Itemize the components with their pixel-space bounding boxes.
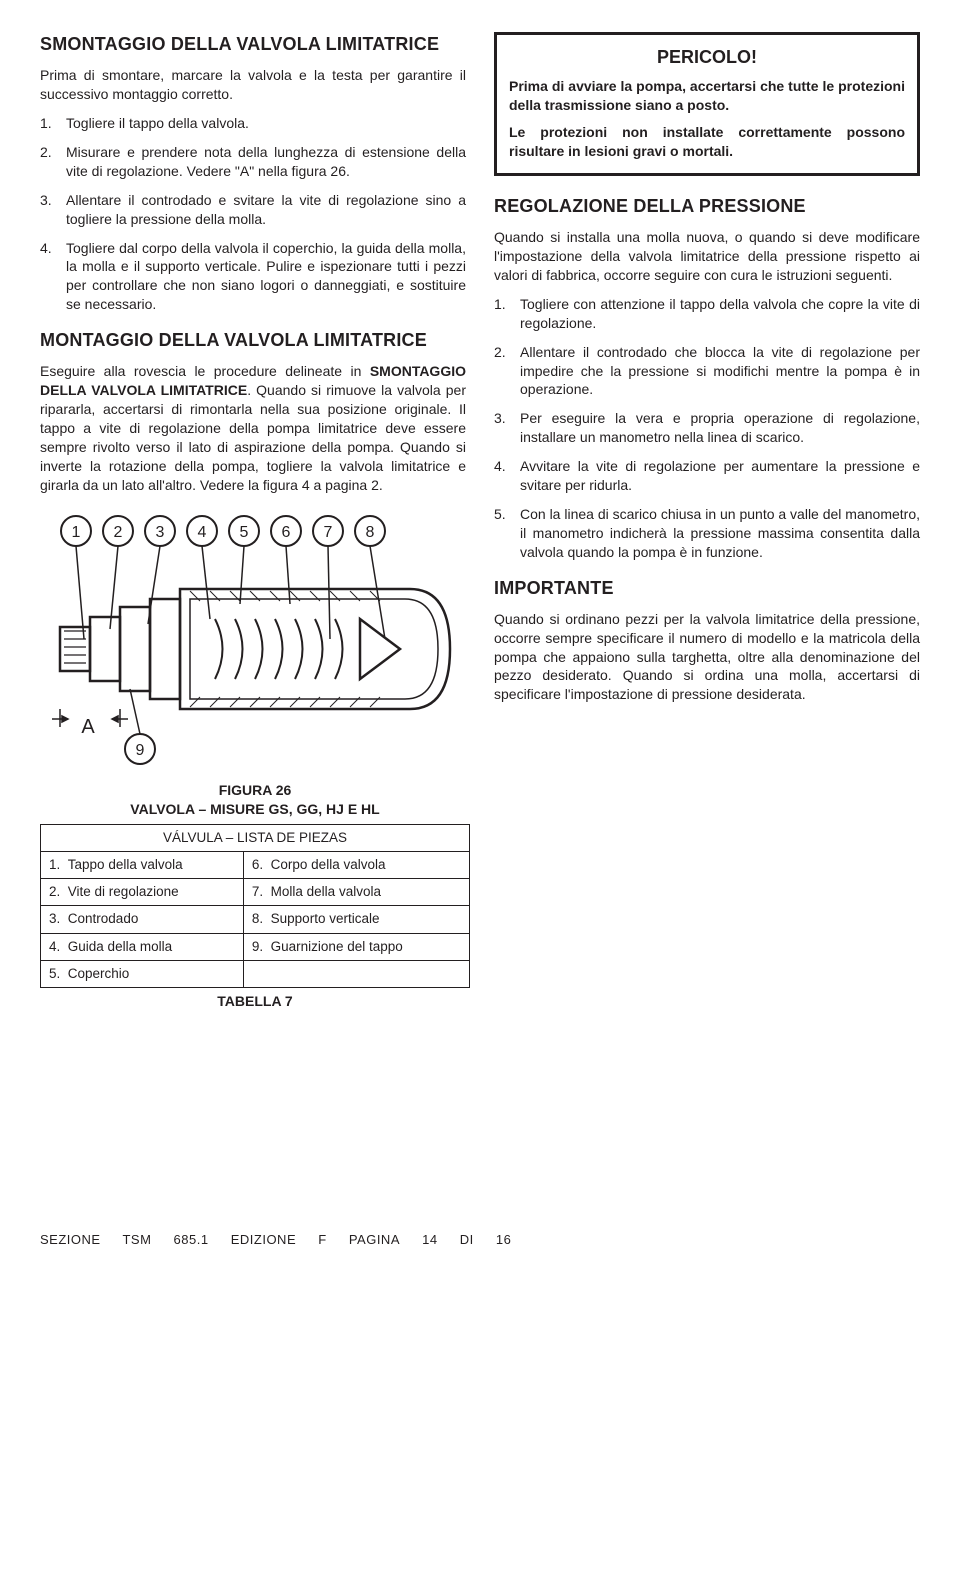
cell-text: Tappo della valvola	[68, 857, 183, 872]
table-row: 3. Controdado 8. Supporto verticale	[41, 906, 470, 933]
footer-label: EDIZIONE	[231, 1232, 296, 1247]
cell-text: Supporto verticale	[271, 911, 380, 926]
warning-text: Le protezioni non installate correttamen…	[509, 123, 905, 161]
diagram-label: 7	[324, 524, 333, 541]
heading-importante: IMPORTANTE	[494, 576, 920, 600]
footer-value: 685.1	[174, 1232, 209, 1247]
parts-table: VÁLVULA – LISTA DE PIEZAS 1. Tappo della…	[40, 824, 470, 988]
caption-line: VALVOLA – MISURE GS, GG, HJ E HL	[130, 801, 379, 817]
warning-box: PERICOLO! Prima di avviare la pompa, acc…	[494, 32, 920, 176]
list-item: Allentare il controdado e svitare la vit…	[40, 191, 466, 229]
figure-caption: FIGURA 26 VALVOLA – MISURE GS, GG, HJ E …	[40, 781, 470, 820]
table-row: 2. Vite di regolazione 7. Molla della va…	[41, 879, 470, 906]
cell-num: 7.	[252, 884, 263, 899]
diagram-label: 3	[156, 524, 165, 541]
cell-num: 3.	[49, 911, 60, 926]
cell-text: Coperchio	[68, 966, 130, 981]
list-item: Con la linea di scarico chiusa in un pun…	[494, 505, 920, 562]
heading-smontaggio: SMONTAGGIO DELLA VALVOLA LIMITATRICE	[40, 32, 466, 56]
table-row: 1. Tappo della valvola 6. Corpo della va…	[41, 852, 470, 879]
footer-value: 14	[422, 1232, 437, 1247]
cell-text: Molla della valvola	[271, 884, 381, 899]
cell-num: 2.	[49, 884, 60, 899]
footer-value: TSM	[122, 1232, 151, 1247]
intro-paragraph: Prima di smontare, marcare la valvola e …	[40, 66, 466, 104]
table-caption: TABELLA 7	[40, 992, 470, 1011]
cell-text: Guida della molla	[68, 939, 172, 954]
diagram-label: 5	[240, 524, 249, 541]
footer-label: SEZIONE	[40, 1232, 101, 1247]
text-span: . Quando si rimuove la valvola per ripar…	[40, 382, 466, 492]
cell-num: 4.	[49, 939, 60, 954]
warning-title: PERICOLO!	[509, 45, 905, 69]
cell-num: 5.	[49, 966, 60, 981]
list-item: Togliere con attenzione il tappo della v…	[494, 295, 920, 333]
cell-text: Corpo della valvola	[271, 857, 386, 872]
importante-paragraph: Quando si ordinano pezzi per la valvola …	[494, 610, 920, 704]
cell-num: 1.	[49, 857, 60, 872]
cell-num: 8.	[252, 911, 263, 926]
smontaggio-steps: Togliere il tappo della valvola. Misurar…	[40, 114, 466, 314]
caption-line: FIGURA 26	[219, 782, 292, 798]
montaggio-paragraph: Eseguire alla rovescia le procedure deli…	[40, 362, 466, 494]
diagram-label: 6	[282, 524, 291, 541]
footer-value: 16	[496, 1232, 511, 1247]
warning-text: Prima di avviare la pompa, accertarsi ch…	[509, 77, 905, 115]
table-row: 5. Coperchio	[41, 960, 470, 987]
cell-text: Guarnizione del tappo	[271, 939, 403, 954]
diagram-label: 9	[136, 742, 145, 759]
regolazione-paragraph: Quando si installa una molla nuova, o qu…	[494, 228, 920, 285]
dimension-label-a: A	[81, 716, 95, 738]
list-item: Togliere dal corpo della valvola il cope…	[40, 239, 466, 315]
heading-regolazione: REGOLAZIONE DELLA PRESSIONE	[494, 194, 920, 218]
list-item: Avvitare la vite di regolazione per aume…	[494, 457, 920, 495]
regolazione-steps: Togliere con attenzione il tappo della v…	[494, 295, 920, 562]
table-row: 4. Guida della molla 9. Guarnizione del …	[41, 933, 470, 960]
diagram-label: 1	[72, 524, 81, 541]
list-item: Misurare e prendere nota della lunghezza…	[40, 143, 466, 181]
diagram-label: 8	[366, 524, 375, 541]
cell-text: Vite di regolazione	[68, 884, 179, 899]
list-item: Per eseguire la vera e propria operazion…	[494, 409, 920, 447]
valve-diagram: 1 2 3 4 5 6 7 8 9	[40, 509, 466, 769]
cell-num: 9.	[252, 939, 263, 954]
cell-num: 6.	[252, 857, 263, 872]
footer-value: F	[318, 1232, 326, 1247]
text-span: Eseguire alla rovescia le procedure deli…	[40, 363, 370, 379]
diagram-label: 4	[198, 524, 207, 541]
footer-label: DI	[460, 1232, 474, 1247]
footer-label: PAGINA	[349, 1232, 400, 1247]
list-item: Allentare il controdado che blocca la vi…	[494, 343, 920, 400]
heading-montaggio: MONTAGGIO DELLA VALVOLA LIMITATRICE	[40, 328, 466, 352]
page-footer: SEZIONE TSM 685.1 EDIZIONE F PAGINA 14 D…	[40, 1231, 920, 1249]
diagram-label: 2	[114, 524, 123, 541]
cell-text: Controdado	[68, 911, 139, 926]
list-item: Togliere il tappo della valvola.	[40, 114, 466, 133]
table-header: VÁLVULA – LISTA DE PIEZAS	[41, 824, 470, 851]
